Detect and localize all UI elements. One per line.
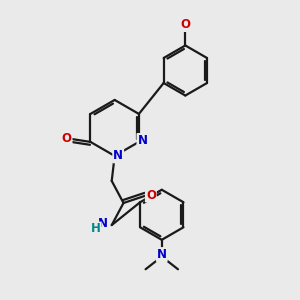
Text: O: O — [180, 18, 190, 31]
Text: O: O — [61, 133, 72, 146]
Text: N: N — [113, 149, 123, 162]
Text: N: N — [157, 248, 167, 261]
Text: N: N — [98, 217, 108, 230]
Text: N: N — [137, 134, 147, 147]
Text: H: H — [91, 222, 100, 235]
Text: O: O — [146, 188, 156, 202]
